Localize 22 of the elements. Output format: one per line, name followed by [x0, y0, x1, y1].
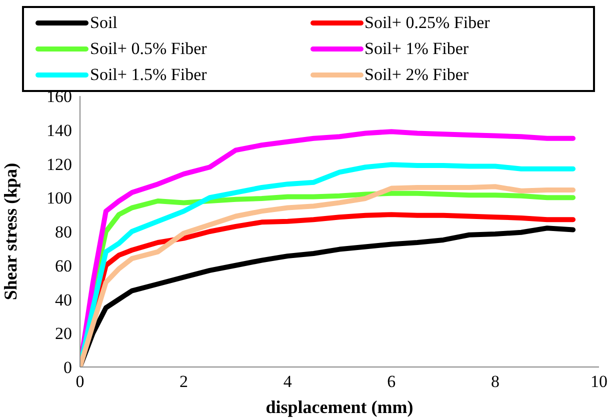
- legend-label: Soil: [90, 13, 118, 33]
- y-tick-label: 80: [55, 222, 72, 242]
- legend-label: Soil+ 1% Fiber: [364, 39, 469, 59]
- x-tick-label: 6: [387, 372, 396, 392]
- x-axis-title: displacement (mm): [266, 397, 414, 417]
- legend-label: Soil+ 1.5% Fiber: [90, 65, 207, 85]
- x-tick-label: 2: [180, 372, 188, 392]
- legend-label: Soil+ 0.5% Fiber: [90, 39, 207, 59]
- x-tick-label: 0: [76, 372, 84, 392]
- y-tick-label: 120: [46, 154, 72, 174]
- legend-label: Soil+ 2% Fiber: [364, 65, 469, 85]
- x-tick-label: 4: [283, 372, 292, 392]
- y-tick-label: 140: [46, 120, 72, 140]
- x-tick-label: 8: [490, 372, 500, 392]
- y-axis-title: Shear stress (kpa): [0, 162, 20, 300]
- y-tick-label: 0: [64, 358, 72, 378]
- x-tick-label: 10: [590, 372, 608, 392]
- y-tick-label: 20: [55, 324, 72, 344]
- y-tick-label: 100: [46, 188, 72, 208]
- y-tick-label: 60: [55, 256, 72, 276]
- y-tick-label: 40: [55, 290, 72, 310]
- legend-label: Soil+ 0.25% Fiber: [364, 13, 490, 33]
